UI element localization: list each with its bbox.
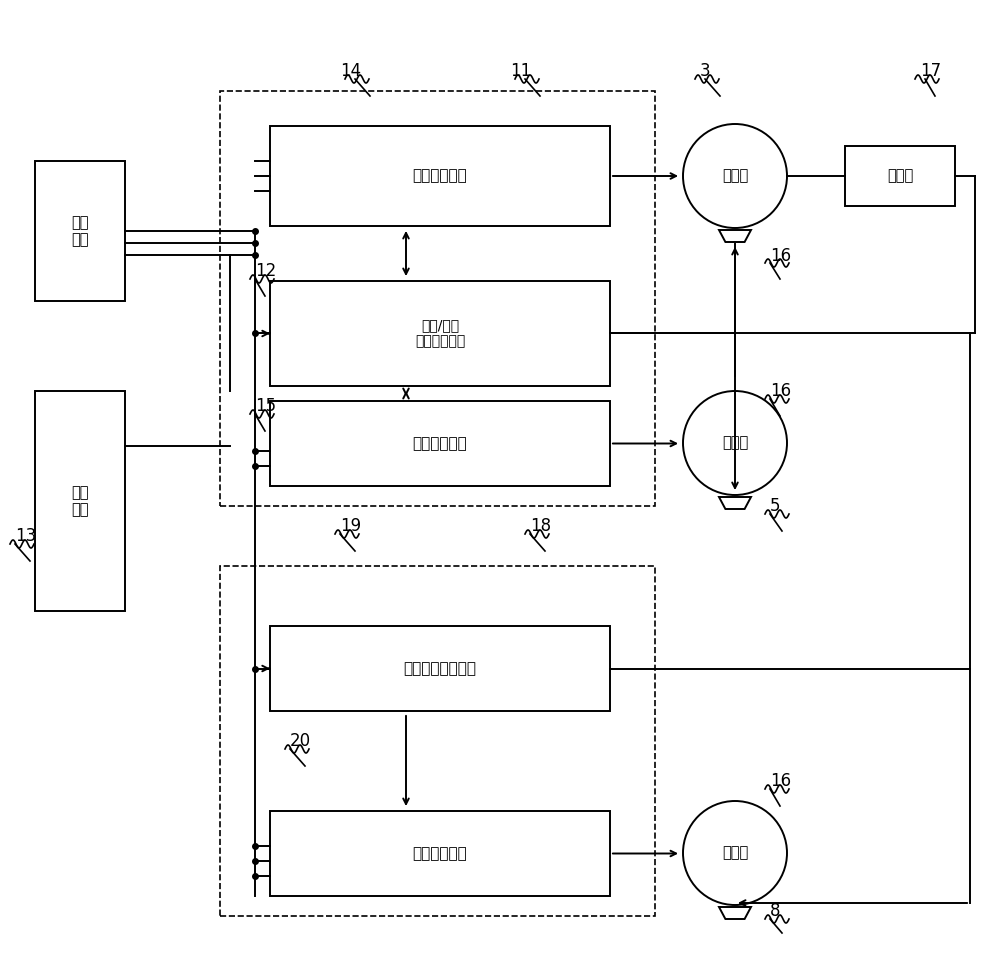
Circle shape bbox=[683, 124, 787, 228]
Text: 行进用逆变器: 行进用逆变器 bbox=[413, 846, 467, 861]
Text: 曳引用逆变器: 曳引用逆变器 bbox=[413, 168, 467, 184]
Text: 3: 3 bbox=[700, 62, 711, 80]
FancyBboxPatch shape bbox=[270, 281, 610, 386]
Text: 电动机: 电动机 bbox=[722, 435, 748, 451]
Text: 14: 14 bbox=[340, 62, 361, 80]
Text: 20: 20 bbox=[290, 732, 311, 750]
Text: 16: 16 bbox=[770, 247, 791, 265]
Text: 三相
电源: 三相 电源 bbox=[71, 215, 89, 247]
Circle shape bbox=[683, 391, 787, 495]
Text: 8: 8 bbox=[770, 902, 780, 920]
Text: 17: 17 bbox=[920, 62, 941, 80]
FancyBboxPatch shape bbox=[270, 811, 610, 896]
Text: 16: 16 bbox=[770, 772, 791, 790]
Text: 5: 5 bbox=[770, 497, 780, 515]
Text: 曳引/横行
逆变器控制部: 曳引/横行 逆变器控制部 bbox=[415, 318, 465, 349]
Text: 16: 16 bbox=[770, 382, 791, 400]
FancyBboxPatch shape bbox=[845, 146, 955, 206]
FancyBboxPatch shape bbox=[270, 401, 610, 486]
Text: 13: 13 bbox=[15, 527, 36, 545]
Text: 19: 19 bbox=[340, 517, 361, 535]
Text: 11: 11 bbox=[510, 62, 531, 80]
Text: 电动机: 电动机 bbox=[722, 846, 748, 860]
Circle shape bbox=[683, 801, 787, 905]
Text: 18: 18 bbox=[530, 517, 551, 535]
Polygon shape bbox=[719, 230, 751, 242]
Polygon shape bbox=[719, 907, 751, 919]
Text: 行进逆变器控制部: 行进逆变器控制部 bbox=[404, 661, 477, 676]
Text: 15: 15 bbox=[255, 397, 276, 415]
FancyBboxPatch shape bbox=[35, 391, 125, 611]
Text: 横行用逆变器: 横行用逆变器 bbox=[413, 436, 467, 451]
Text: 电动机: 电动机 bbox=[722, 168, 748, 184]
FancyBboxPatch shape bbox=[270, 626, 610, 711]
Text: 编码器: 编码器 bbox=[887, 168, 913, 184]
Polygon shape bbox=[719, 497, 751, 509]
Text: 12: 12 bbox=[255, 262, 276, 280]
Text: 输入
装置: 输入 装置 bbox=[71, 484, 89, 517]
FancyBboxPatch shape bbox=[35, 161, 125, 301]
FancyBboxPatch shape bbox=[270, 126, 610, 226]
